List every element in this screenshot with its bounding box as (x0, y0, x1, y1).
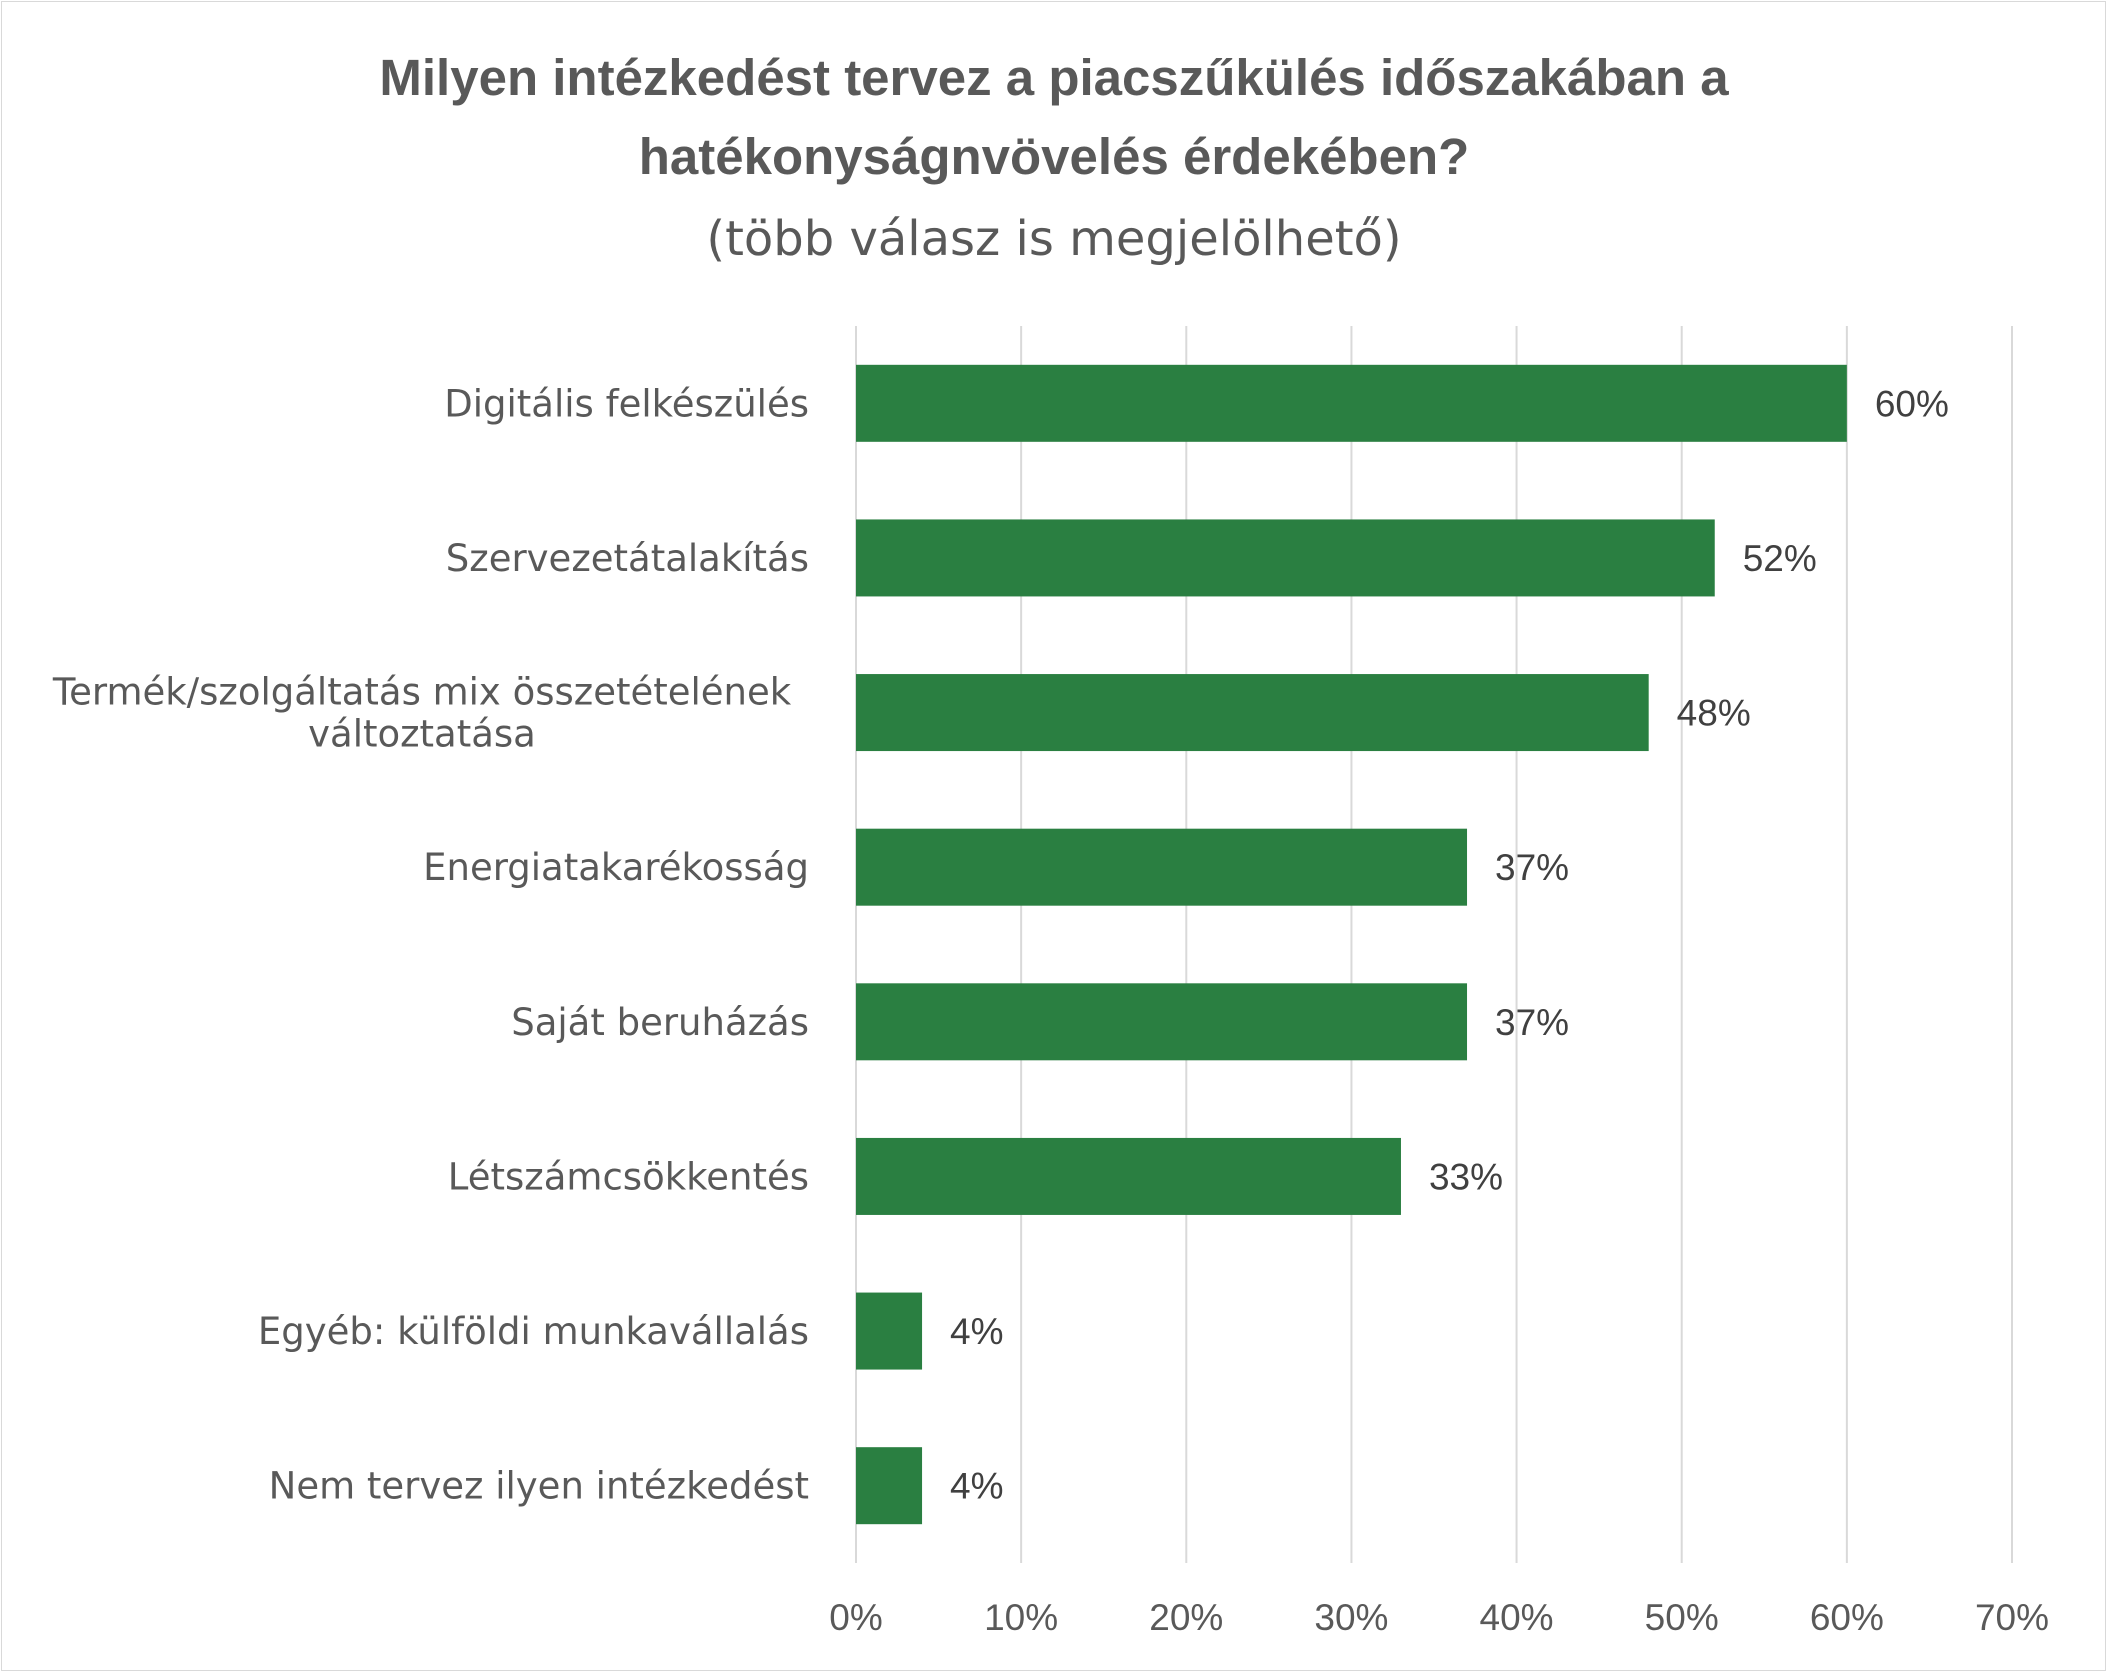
category-label: Létszámcsökkentés (448, 1155, 809, 1198)
x-tick-label: 0% (829, 1597, 882, 1638)
x-axis-ticks: 0% 10% 20% 30% 40% 50% 60% 70% (829, 1597, 2049, 1638)
bar (856, 519, 1715, 597)
category-label: Saját beruházás (511, 1001, 809, 1044)
bar (856, 1292, 923, 1370)
category-labels: Digitális felkészülés Szervezetátalakítás… (52, 382, 809, 1507)
data-label: 4% (950, 1311, 1003, 1352)
data-label: 60% (1875, 383, 1949, 424)
bar (856, 1447, 923, 1525)
x-tick-label: 20% (1149, 1597, 1223, 1638)
category-label: Szervezetátalakítás (446, 537, 809, 580)
category-label: Digitális felkészülés (444, 382, 809, 425)
data-label: 4% (950, 1466, 1003, 1507)
category-label: Egyéb: külföldi munkavállalás (258, 1310, 809, 1353)
category-label: Nem tervez ilyen intézkedést (269, 1465, 809, 1508)
data-labels: 60% 52% 48% 37% 37% 33% 4% 4% (950, 383, 1949, 1506)
x-tick-label: 40% (1480, 1597, 1554, 1638)
chart-title: Milyen intézkedést tervez a piacszűkülés… (379, 49, 1729, 267)
bar (856, 674, 1649, 752)
data-label: 33% (1429, 1156, 1503, 1197)
chart-title-line: hatékonyságnvövelés érdekében? (639, 128, 1470, 185)
category-label: Termék/szolgáltatás mix összetételének vá… (52, 671, 792, 756)
data-label: 48% (1677, 693, 1751, 734)
x-tick-label: 50% (1645, 1597, 1719, 1638)
chart-subtitle: (több válasz is megjelölhető) (706, 211, 1401, 267)
x-tick-label: 70% (1975, 1597, 2049, 1638)
x-tick-label: 10% (984, 1597, 1058, 1638)
bar (856, 364, 1847, 442)
bars (856, 364, 1847, 1525)
chart-title-line: Milyen intézkedést tervez a piacszűkülés… (379, 49, 1729, 106)
category-label: Energiatakarékosság (423, 846, 809, 889)
x-tick-label: 30% (1314, 1597, 1388, 1638)
x-tick-label: 60% (1810, 1597, 1884, 1638)
data-label: 37% (1495, 847, 1569, 888)
bar (856, 1137, 1401, 1215)
gridlines (855, 326, 2013, 1563)
bar (856, 828, 1468, 906)
data-label: 52% (1743, 538, 1817, 579)
data-label: 37% (1495, 1002, 1569, 1043)
bar (856, 983, 1468, 1061)
